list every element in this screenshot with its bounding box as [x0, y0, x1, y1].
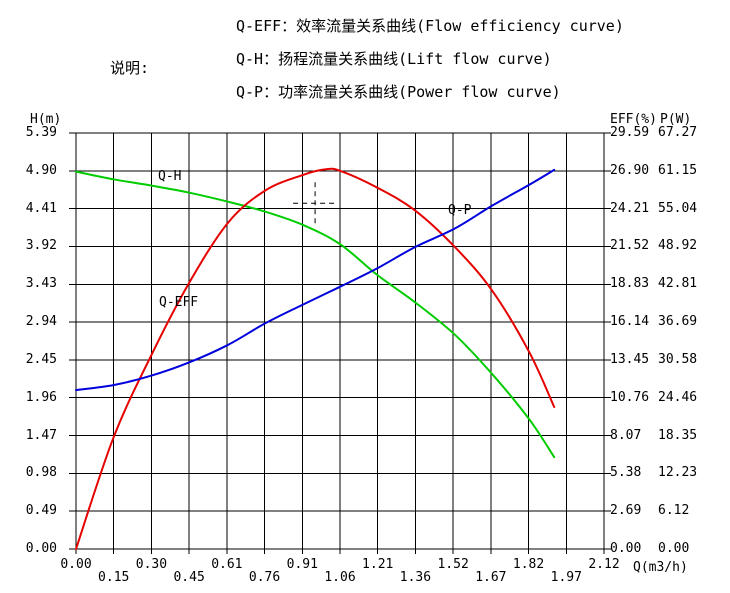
- grid: [69, 132, 611, 554]
- eff-axis-tick-label: 18.83: [610, 276, 650, 292]
- curve-q-p: [75, 168, 556, 392]
- h-axis-title: H(m): [30, 112, 62, 127]
- curve-q-eff: [75, 167, 556, 550]
- p-axis-title: P(W): [660, 112, 692, 127]
- q-axis-tick-label: 2.12: [588, 557, 620, 572]
- p-axis-tick-label: 12.23: [658, 465, 698, 481]
- eff-axis-tick-label: 8.07: [610, 427, 642, 443]
- p-axis-tick-label: 67.27: [658, 125, 698, 140]
- p-axis-tick-label: 0.00: [658, 541, 690, 556]
- eff-axis-tick-label: 24.21: [610, 200, 650, 216]
- curve-label-qh: Q-H: [158, 169, 182, 184]
- h-axis-tick-label: 4.90: [25, 162, 57, 178]
- eff-axis-tick-label: 16.14: [610, 314, 650, 330]
- p-axis-tick-label: 18.35: [658, 427, 698, 443]
- q-axis-tick-label: 1.97: [550, 570, 582, 585]
- p-axis-tick-label: 36.69: [658, 314, 698, 330]
- q-axis-tick-label: 1.82: [512, 557, 545, 572]
- h-axis-tick-label: 4.41: [25, 200, 57, 216]
- q-axis-tick-label: 0.30: [135, 557, 168, 572]
- q-axis-tick-label: 1.21: [362, 557, 394, 572]
- h-axis-tick-label: 0.98: [25, 465, 57, 481]
- legend-item-qh: Q-H：扬程流量关系曲线(Lift flow curve): [236, 50, 552, 68]
- h-axis-tick-label: 0.00: [25, 541, 57, 556]
- h-axis-tick-label: 5.39: [25, 125, 57, 140]
- q-axis-tick-label: 0.61: [211, 557, 243, 572]
- q-axis-tick-label: 0.45: [173, 570, 205, 585]
- p-axis-tick-label: 42.81: [658, 276, 698, 292]
- q-axis-tick-label: 0.91: [286, 557, 318, 572]
- duty-point-crosshair: [293, 182, 339, 225]
- curve-label-qp: Q-P: [448, 203, 472, 218]
- h-axis-tick-label: 0.49: [25, 503, 57, 519]
- legend-item-qeff: Q-EFF：效率流量关系曲线(Flow efficiency curve): [236, 17, 624, 35]
- p-axis-tick-label: 30.58: [658, 351, 698, 367]
- q-axis-tick-label: 0.00: [60, 557, 92, 572]
- q-axis-tick-label: 1.36: [399, 570, 432, 585]
- h-axis-tick-label: 1.96: [25, 389, 57, 405]
- q-axis-tick-label: 0.15: [98, 570, 130, 585]
- q-axis-tick-label: 1.67: [475, 570, 507, 585]
- p-axis-tick-label: 24.46: [658, 389, 698, 405]
- eff-axis-tick-label: 5.38: [610, 465, 642, 481]
- legend-item-qp: Q-P：功率流量关系曲线(Power flow curve): [236, 83, 561, 101]
- q-axis-tick-label: 0.76: [248, 570, 281, 585]
- eff-axis-tick-label: 29.59: [610, 125, 650, 140]
- eff-axis-tick-label: 0.00: [610, 541, 642, 556]
- p-axis-tick-label: 6.12: [658, 503, 690, 519]
- eff-axis-tick-label: 21.52: [610, 238, 650, 254]
- h-axis-tick-label: 3.43: [25, 276, 57, 292]
- curve-q-h: [75, 170, 556, 459]
- eff-axis-tick-label: 2.69: [610, 503, 642, 519]
- h-axis-tick-label: 3.92: [25, 238, 57, 254]
- legend-heading: 说明:: [110, 59, 150, 77]
- eff-axis-tick-label: 26.90: [610, 162, 650, 178]
- eff-axis-title: EFF(%): [610, 112, 657, 127]
- h-axis-tick-label: 1.47: [25, 427, 57, 443]
- p-axis-tick-label: 61.15: [658, 162, 698, 178]
- p-axis-tick-label: 48.92: [658, 238, 698, 254]
- h-axis-tick-label: 2.94: [25, 314, 57, 330]
- curve-label-qeff: Q-EFF: [159, 295, 199, 310]
- q-axis-title: Q(m3/h): [633, 560, 688, 575]
- eff-axis-tick-label: 10.76: [610, 389, 650, 405]
- q-axis-tick-label: 1.06: [324, 570, 356, 585]
- q-axis-tick-label: 1.52: [437, 557, 469, 572]
- p-axis-tick-label: 55.04: [658, 200, 698, 216]
- eff-axis-tick-label: 13.45: [610, 351, 650, 367]
- h-axis-tick-label: 2.45: [25, 351, 57, 367]
